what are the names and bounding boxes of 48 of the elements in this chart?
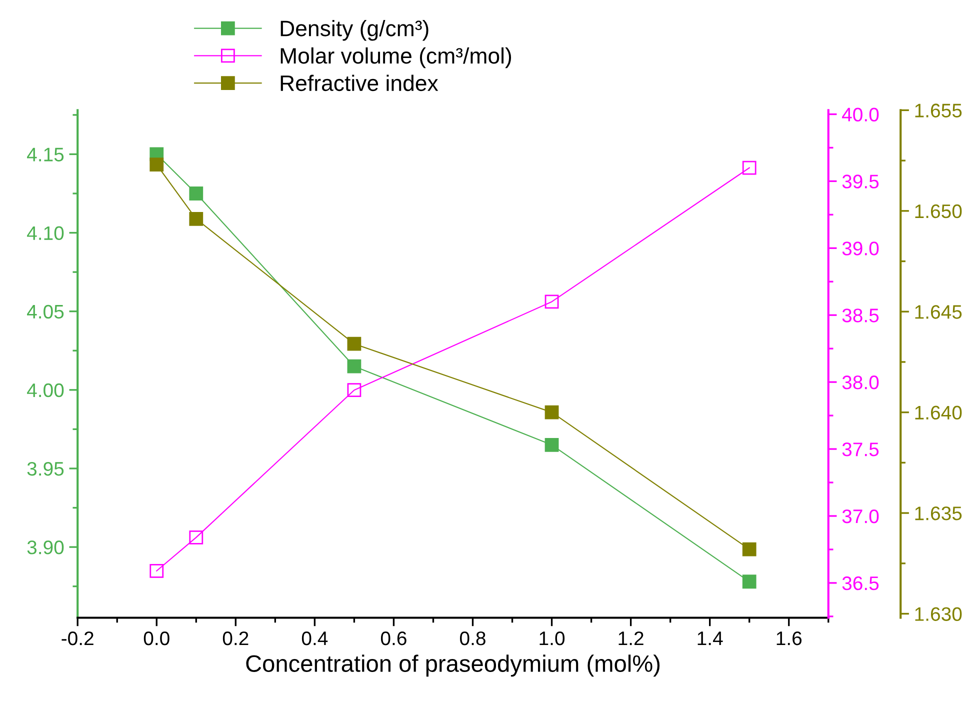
y2-tick-label: 36.5 [842,576,879,590]
y2-tick-label: 40.0 [842,108,879,122]
y3-tick-label: 1.630 [915,607,962,621]
point [742,542,756,556]
legend-label: Refractive index [280,74,438,92]
x-tick-label: 1.4 [698,632,723,646]
y-tick-label: 3.90 [27,540,64,554]
y-tick-label: 4.05 [27,304,64,319]
y-tick-label: 4.15 [27,148,64,162]
point [347,359,362,374]
y2-tick-label: 37.0 [842,509,879,524]
y2-tick-label: 38.0 [842,376,879,390]
y-tick-label: 4.00 [27,383,64,398]
point [544,438,559,452]
y-tick-label: 3.95 [27,462,64,476]
point [189,212,204,226]
point [189,186,204,200]
x-axis-title: Concentration of praseodymium (mol%) [246,654,660,677]
legend-label: Molar volume (cm³/mol) [280,47,512,68]
point [544,294,559,309]
x-tick-label: 1.2 [618,631,644,646]
x-tick-label: 0.4 [302,631,328,646]
y2-tick-label: 38.5 [842,308,879,322]
x-tick-label: -0.2 [62,631,94,646]
y2-tick-label: 37.5 [842,442,879,456]
y3-tick-label: 1.650 [915,204,962,218]
x-tick-label: 0.2 [222,631,248,646]
legend-label: Density (g/cm³) [280,20,428,41]
x-tick-label: 0.8 [460,631,486,646]
y3-tick-label: 1.645 [915,305,962,319]
y3-tick-label: 1.655 [915,104,962,118]
point [544,405,559,420]
y3-tick-label: 1.640 [915,406,962,420]
x-tick-label: 0.0 [144,631,170,646]
point [189,530,204,544]
point [150,564,164,578]
point [347,383,362,398]
y2-tick-label: 39.5 [842,174,879,188]
point [742,160,756,175]
point [150,158,164,172]
x-tick-label: 1.6 [776,631,802,646]
x-tick-label: 1.0 [540,631,565,646]
point [742,574,756,589]
y-tick-label: 4.10 [27,226,64,240]
point [347,336,362,351]
y2-tick-label: 39.0 [842,242,879,256]
y3-tick-label: 1.635 [915,506,962,520]
x-tick-label: 0.6 [380,631,406,646]
